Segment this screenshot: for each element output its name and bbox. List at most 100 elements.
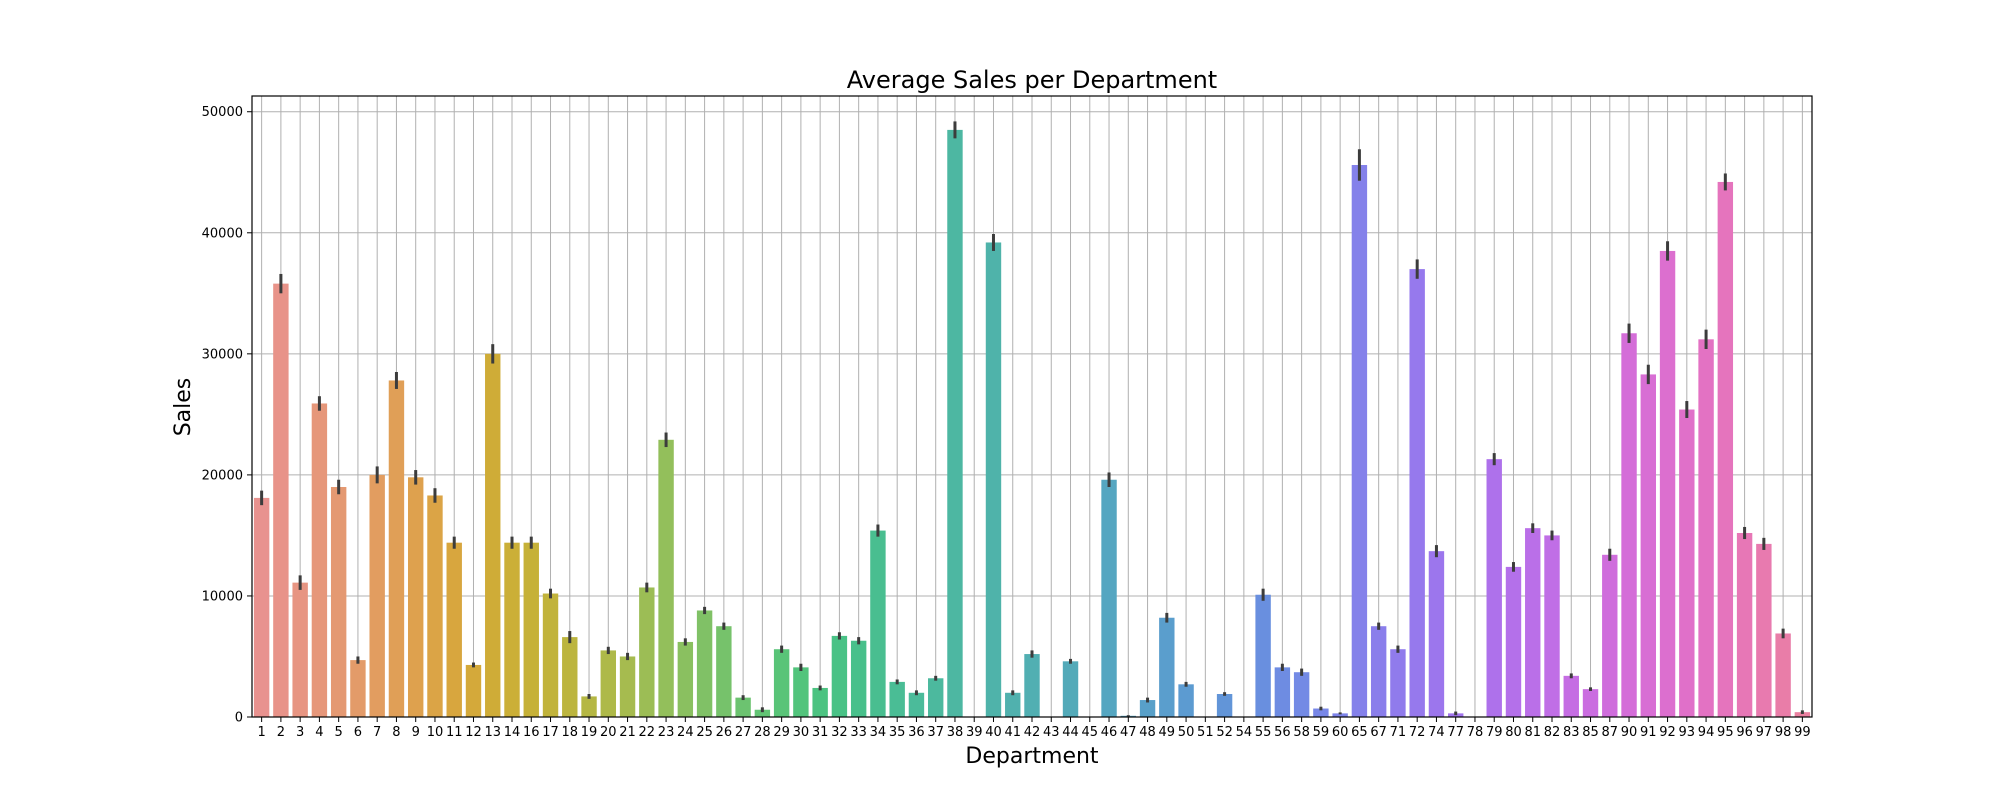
x-tick-label: 31 — [812, 725, 829, 740]
x-tick-label: 22 — [639, 725, 656, 740]
x-tick-label: 34 — [870, 725, 887, 740]
x-tick-label: 91 — [1640, 725, 1657, 740]
x-tick-label: 43 — [1043, 725, 1060, 740]
x-tick-label: 26 — [716, 725, 733, 740]
bar-dept-92 — [1659, 250, 1676, 717]
x-tick-label: 97 — [1756, 725, 1773, 740]
x-tick-label: 4 — [315, 725, 323, 740]
x-tick-label: 40 — [985, 725, 1002, 740]
x-tick-label: 6 — [354, 725, 362, 740]
bar-dept-49 — [1159, 617, 1175, 717]
bar-dept-93 — [1679, 409, 1695, 717]
x-tick-label: 8 — [392, 725, 400, 740]
bar-dept-74 — [1428, 551, 1445, 717]
y-tick-label: 50000 — [202, 105, 243, 120]
bar-dept-31 — [812, 687, 828, 717]
bar-dept-97 — [1756, 543, 1772, 717]
bar-dept-20 — [600, 650, 616, 717]
bar-dept-10 — [427, 495, 443, 717]
bar-dept-33 — [850, 640, 867, 717]
bar-dept-19 — [581, 696, 597, 717]
x-tick-label: 99 — [1794, 725, 1811, 740]
bar-dept-91 — [1640, 374, 1656, 717]
x-tick-label: 5 — [335, 725, 343, 740]
x-tick-label: 87 — [1602, 725, 1619, 740]
x-tick-label: 33 — [850, 725, 867, 740]
x-tick-label: 71 — [1390, 725, 1407, 740]
x-tick-label: 38 — [947, 725, 964, 740]
bar-dept-59 — [1313, 708, 1329, 717]
x-tick-label: 32 — [831, 725, 848, 740]
bar-dept-71 — [1390, 649, 1406, 717]
x-tick-label: 41 — [1004, 725, 1021, 740]
x-tick-label: 36 — [908, 725, 925, 740]
x-tick-label: 85 — [1582, 725, 1599, 740]
x-tick-label: 50 — [1178, 725, 1195, 740]
x-tick-label: 93 — [1679, 725, 1696, 740]
bar-dept-38 — [947, 129, 963, 718]
x-tick-label: 79 — [1486, 725, 1503, 740]
x-tick-label: 51 — [1197, 725, 1214, 740]
x-tick-label: 12 — [465, 725, 482, 740]
bar-dept-58 — [1293, 672, 1310, 717]
bar-dept-95 — [1717, 181, 1734, 717]
bar-dept-41 — [1005, 692, 1021, 717]
bar-dept-40 — [985, 242, 1002, 717]
x-tick-label: 60 — [1332, 725, 1349, 740]
bar-dept-47 — [1120, 715, 1136, 717]
x-tick-label: 35 — [889, 725, 906, 740]
bar-dept-3 — [292, 582, 308, 717]
x-tick-label: 11 — [446, 725, 463, 740]
x-tick-label: 45 — [1082, 725, 1099, 740]
bar-dept-44 — [1062, 661, 1079, 717]
x-tick-label: 20 — [600, 725, 617, 740]
bar-dept-21 — [619, 656, 636, 717]
x-tick-label: 92 — [1659, 725, 1676, 740]
bar-dept-56 — [1274, 667, 1291, 717]
x-tick-label: 24 — [677, 725, 694, 740]
bar-dept-7 — [369, 474, 385, 717]
x-tick-label: 18 — [562, 725, 579, 740]
x-tick-label: 90 — [1621, 725, 1638, 740]
bar-dept-25 — [696, 610, 713, 717]
bar-dept-96 — [1736, 533, 1753, 717]
bar-dept-26 — [716, 626, 732, 717]
x-tick-label: 42 — [1024, 725, 1041, 740]
bar-dept-82 — [1544, 535, 1560, 717]
y-tick-label: 30000 — [202, 347, 243, 362]
x-tick-label: 67 — [1370, 725, 1387, 740]
bar-dept-8 — [388, 380, 405, 717]
y-axis-title: Sales — [171, 378, 196, 437]
bar-dept-11 — [446, 542, 462, 717]
bar-dept-46 — [1101, 479, 1117, 717]
x-tick-label: 83 — [1563, 725, 1580, 740]
bar-dept-52 — [1216, 694, 1233, 717]
x-tick-label: 58 — [1293, 725, 1310, 740]
bar-dept-90 — [1621, 333, 1637, 717]
bar-dept-72 — [1409, 269, 1425, 717]
x-axis-title: Department — [965, 744, 1099, 769]
bar-dept-2 — [273, 283, 289, 717]
x-tick-label: 98 — [1775, 725, 1792, 740]
bar-dept-50 — [1178, 684, 1194, 717]
x-axis-ticks: 1 2 3 4 5 6 7 8 9 10 11 12 13 14 16 17 18 19 20 21 22 23 24 25 2… — [257, 717, 1811, 740]
x-tick-label: 72 — [1409, 725, 1426, 740]
x-tick-label: 25 — [696, 725, 713, 740]
bar-dept-65 — [1351, 165, 1368, 717]
bar-dept-55 — [1255, 594, 1271, 717]
bar-dept-28 — [754, 709, 771, 717]
x-tick-label: 28 — [754, 725, 771, 740]
bar-dept-13 — [485, 353, 501, 717]
bar-dept-67 — [1370, 626, 1387, 717]
bar-dept-80 — [1505, 566, 1522, 717]
bar-dept-42 — [1024, 654, 1040, 717]
bar-dept-22 — [639, 587, 655, 717]
bar-dept-4 — [311, 403, 328, 717]
y-axis-ticks: 0 10000 20000 30000 40000 50000 — [202, 105, 252, 726]
x-tick-label: 30 — [793, 725, 810, 740]
bar-dept-83 — [1563, 675, 1579, 717]
bar-dept-30 — [793, 667, 809, 717]
bar-dept-24 — [677, 641, 694, 717]
x-tick-label: 21 — [619, 725, 636, 740]
